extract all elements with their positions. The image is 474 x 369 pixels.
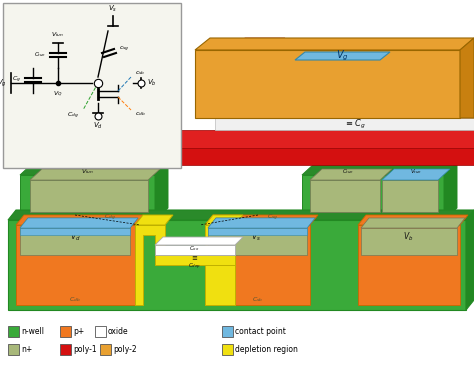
Polygon shape [20,218,138,228]
Polygon shape [444,163,457,220]
Text: $C_{tun}$: $C_{tun}$ [34,51,46,59]
Text: $c_{db}$: $c_{db}$ [135,110,146,118]
Text: n-well: n-well [21,327,44,336]
Polygon shape [16,215,143,225]
Polygon shape [295,52,390,60]
Text: p+: p+ [73,327,84,336]
Bar [222,344,233,355]
Polygon shape [302,175,444,220]
Polygon shape [302,163,457,175]
Polygon shape [382,180,438,212]
Polygon shape [155,255,235,265]
Bar [8,344,19,355]
Polygon shape [230,50,270,130]
Polygon shape [460,38,474,118]
Polygon shape [466,210,474,310]
Polygon shape [208,228,307,235]
Polygon shape [205,215,243,225]
Polygon shape [20,175,155,220]
Polygon shape [230,118,474,130]
Polygon shape [361,228,457,255]
Text: $V_b$: $V_b$ [147,78,156,88]
Bar [8,326,19,337]
Polygon shape [30,180,148,212]
Polygon shape [205,225,310,305]
Text: $C_{sb}$: $C_{sb}$ [252,296,264,304]
Text: $C_{db}$: $C_{db}$ [69,296,81,304]
Text: $V_s$: $V_s$ [251,231,261,243]
Bar [60,344,71,355]
Text: $\equiv$: $\equiv$ [190,254,198,262]
Polygon shape [140,130,155,153]
Text: $V_{tun}$: $V_{tun}$ [82,168,95,176]
Polygon shape [135,225,165,305]
Text: $C_g$: $C_g$ [12,75,21,85]
Polygon shape [155,237,243,245]
Polygon shape [208,218,315,228]
Polygon shape [205,215,318,225]
Text: $V_{tun}$: $V_{tun}$ [51,30,64,39]
Text: $c_{sg}$: $c_{sg}$ [119,44,129,54]
Polygon shape [155,245,235,255]
Polygon shape [195,38,474,50]
Polygon shape [20,218,138,228]
Polygon shape [205,225,235,305]
Polygon shape [361,218,465,228]
Polygon shape [195,50,460,118]
Bar [222,326,233,337]
Text: poly-2: poly-2 [113,345,137,354]
Polygon shape [230,38,285,50]
Text: $V_Q$: $V_Q$ [53,90,63,99]
Polygon shape [358,225,460,305]
Text: $V_{tun}$: $V_{tun}$ [410,168,422,176]
Polygon shape [310,180,380,212]
Polygon shape [215,118,474,130]
Text: depletion region: depletion region [235,345,298,354]
Bar [60,326,71,337]
Polygon shape [135,215,173,225]
Bar [3,3,181,168]
Text: $C_{dg}$: $C_{dg}$ [67,111,79,121]
Polygon shape [16,225,135,305]
Polygon shape [208,218,315,228]
Polygon shape [155,148,474,165]
Text: $C_{sg}$: $C_{sg}$ [267,213,279,223]
Polygon shape [155,163,168,220]
Text: $V_g$: $V_g$ [336,49,348,63]
Polygon shape [208,228,307,255]
Text: $C_{dep}$: $C_{dep}$ [188,262,201,272]
Bar [95,326,106,337]
Text: $V_g$: $V_g$ [0,77,7,89]
Text: $V_d$: $V_d$ [70,231,80,243]
Polygon shape [20,163,168,175]
Text: contact point: contact point [235,327,286,336]
Polygon shape [20,228,130,255]
Polygon shape [155,130,474,148]
Polygon shape [310,169,392,180]
Text: poly-1: poly-1 [73,345,97,354]
Polygon shape [382,169,450,180]
Polygon shape [358,215,468,225]
Text: $c_{sb}$: $c_{sb}$ [135,69,145,77]
Text: $C_{tun}$: $C_{tun}$ [342,168,354,176]
Polygon shape [8,220,466,310]
Text: $C_{ox}$: $C_{ox}$ [189,245,199,254]
Text: $V_d$: $V_d$ [93,121,103,131]
Text: oxide: oxide [108,327,128,336]
Text: $V_b$: $V_b$ [403,231,413,243]
Polygon shape [8,210,474,220]
Text: n+: n+ [21,345,32,354]
Polygon shape [30,169,160,180]
Bar [100,344,111,355]
Polygon shape [20,228,130,235]
Text: $V_s$: $V_s$ [109,4,118,14]
Text: $C_{dg}$: $C_{dg}$ [104,213,116,223]
Text: $\equiv C_g$: $\equiv C_g$ [344,117,366,131]
